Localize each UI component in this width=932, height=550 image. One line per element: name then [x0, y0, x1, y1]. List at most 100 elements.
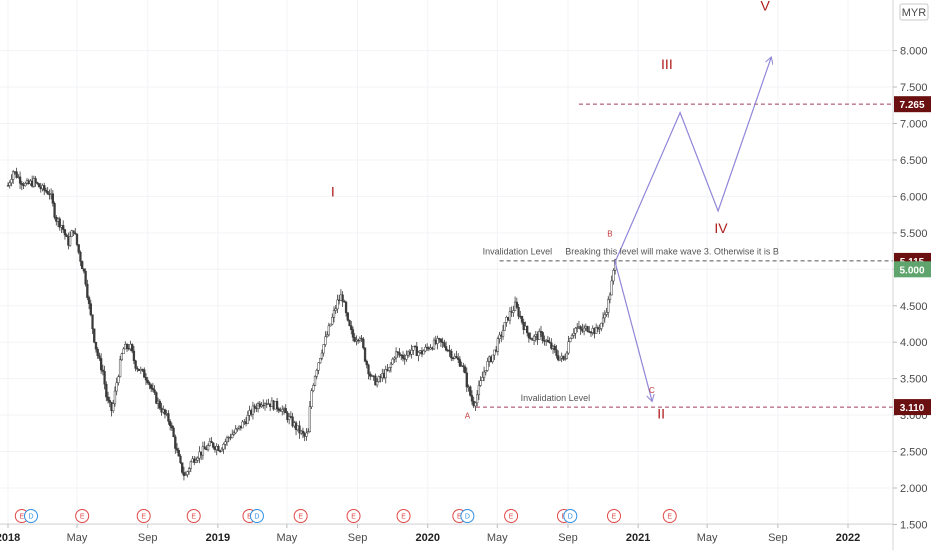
- x-tick-label: 2018: [0, 532, 20, 544]
- x-tick-label: Sep: [348, 532, 368, 544]
- y-tick-label: 6.000: [900, 191, 928, 203]
- candle-body: [232, 432, 236, 435]
- candle-body: [572, 333, 575, 336]
- candle-body: [143, 369, 146, 378]
- candle-body: [450, 350, 453, 359]
- dividend-marker[interactable]: D: [460, 509, 475, 523]
- candle-body: [315, 370, 318, 377]
- dividend-marker[interactable]: D: [23, 509, 38, 523]
- candle-body: [436, 338, 439, 344]
- candle-body: [522, 321, 525, 330]
- candle-body: [74, 232, 77, 235]
- candle-body: [44, 189, 48, 192]
- level-price-tag[interactable]: 3.110: [894, 399, 931, 416]
- event-label: D: [254, 514, 259, 521]
- candle-body: [608, 294, 612, 300]
- candle-body: [512, 310, 515, 313]
- earnings-marker[interactable]: E: [396, 509, 411, 523]
- candle-body: [481, 377, 484, 381]
- candle-body: [81, 261, 84, 270]
- candle-body: [443, 342, 446, 347]
- level-tag-label: 7.265: [899, 100, 924, 111]
- x-tick-label: 2021: [626, 532, 650, 544]
- earnings-marker[interactable]: E: [75, 509, 90, 523]
- candle-body: [310, 390, 313, 408]
- candle-body: [58, 218, 61, 228]
- candle-body: [517, 307, 520, 317]
- candle-body: [384, 369, 387, 379]
- candle-body: [208, 441, 211, 446]
- candle-body: [275, 401, 279, 409]
- earnings-marker[interactable]: E: [504, 509, 519, 523]
- candle-body: [539, 330, 543, 333]
- y-axis[interactable]: 8.000 7.500 7.000 6.500 6.000 5.500 5.000 4.500…: [892, 0, 931, 550]
- event-circle: [504, 509, 519, 523]
- earnings-marker[interactable]: E: [136, 509, 151, 523]
- candle-body: [331, 317, 334, 325]
- x-axis[interactable]: 2018 May Sep 2019 May Sep 2020 May Sep 2021 May Sep…: [0, 523, 893, 544]
- candle-body: [231, 434, 234, 438]
- event-label: E: [247, 514, 252, 521]
- candle-body: [184, 474, 187, 476]
- candle-body: [34, 178, 37, 183]
- candle-body: [595, 327, 598, 335]
- earnings-marker[interactable]: E: [293, 509, 308, 523]
- candle-body: [412, 345, 415, 351]
- candle-body: [538, 330, 541, 340]
- level-price-tag[interactable]: 7.265: [894, 96, 931, 113]
- earnings-marker[interactable]: E: [186, 509, 201, 523]
- candle-body: [153, 389, 156, 393]
- candle-body: [350, 325, 353, 330]
- candle-body: [146, 379, 149, 384]
- candle-body: [75, 233, 79, 245]
- candle-body: [210, 441, 213, 444]
- y-tick-label: 1.500: [900, 519, 928, 531]
- candle-body: [555, 349, 558, 356]
- candle-body: [144, 377, 148, 381]
- candle-body: [18, 176, 22, 184]
- candle-body: [393, 357, 396, 360]
- x-tick-label: May: [276, 532, 297, 544]
- candle-body: [136, 368, 139, 370]
- candle-body: [405, 354, 408, 360]
- candle-body: [89, 303, 92, 316]
- candle-body: [189, 461, 192, 469]
- candle-body: [36, 182, 39, 184]
- candle-body: [158, 400, 161, 409]
- candle-body: [496, 338, 500, 352]
- candle-body: [46, 191, 49, 195]
- candle-body: [474, 402, 477, 407]
- candle-body: [113, 390, 117, 404]
- earnings-marker[interactable]: E: [606, 509, 621, 523]
- event-label: E: [401, 514, 406, 521]
- candle-body: [546, 339, 550, 343]
- y-tick-label: 7.000: [900, 119, 928, 131]
- currency-badge[interactable]: MYR: [899, 3, 929, 21]
- x-tick-label: May: [697, 532, 718, 544]
- candle-body: [65, 234, 68, 237]
- candle-body: [369, 373, 372, 377]
- current-price-tag[interactable]: 5.000: [894, 261, 931, 278]
- candle-body: [105, 383, 108, 398]
- event-circle: [346, 509, 361, 523]
- candle-body: [174, 436, 177, 449]
- candle-body: [598, 328, 601, 330]
- event-markers[interactable]: EDEEEEDEEEEDEEDEE: [14, 509, 677, 523]
- earnings-marker[interactable]: E: [346, 509, 361, 523]
- dividend-marker[interactable]: D: [249, 509, 264, 523]
- candle-body: [610, 280, 613, 296]
- candle-body: [150, 384, 153, 389]
- earnings-marker[interactable]: E: [662, 509, 677, 523]
- candle-body: [106, 396, 110, 401]
- candle-body: [179, 455, 182, 463]
- candle-body: [541, 332, 544, 341]
- candle-body: [37, 183, 41, 188]
- dividend-marker[interactable]: D: [563, 509, 578, 523]
- candle-body: [62, 225, 65, 230]
- candle-body: [287, 416, 291, 421]
- candle-body: [441, 341, 444, 344]
- candle-body: [319, 358, 322, 364]
- candle-body: [132, 350, 136, 361]
- candle-body: [324, 336, 327, 345]
